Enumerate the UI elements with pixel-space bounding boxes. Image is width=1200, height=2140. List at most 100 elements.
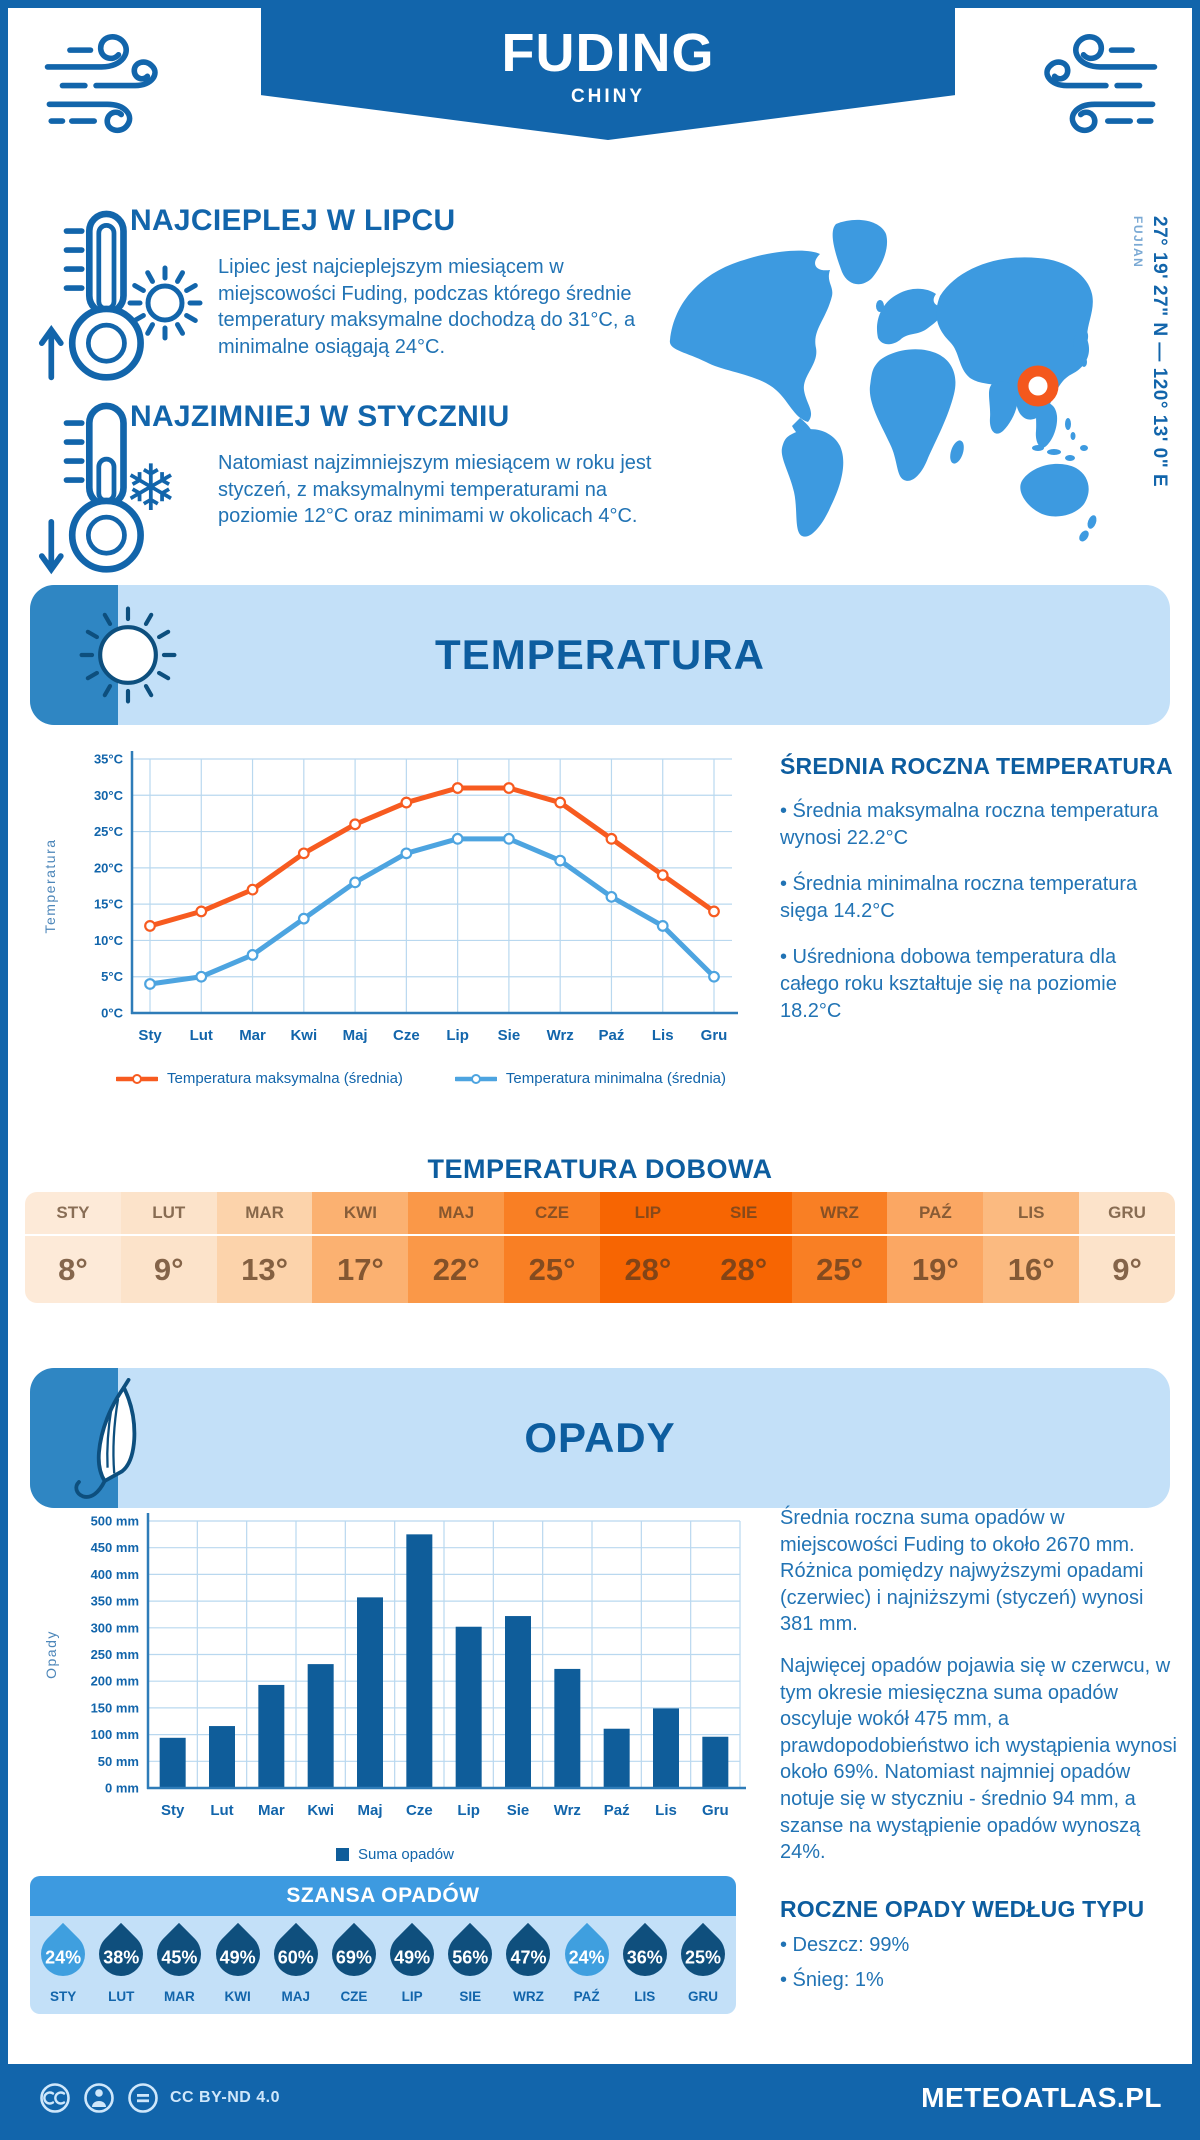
svg-text:Kwi: Kwi bbox=[307, 1802, 334, 1819]
daily-temperature-heading: TEMPERATURA DOBOWA bbox=[427, 1154, 773, 1184]
month-label: MAR bbox=[216, 1192, 313, 1236]
chance-month-column: 45% MAR bbox=[148, 1920, 211, 2004]
daily-temperature-value: 19° bbox=[911, 1252, 959, 1287]
month-label: WRZ bbox=[791, 1192, 888, 1236]
raindrop-icon: 56% bbox=[439, 1920, 502, 1988]
month-label: CZE bbox=[340, 1989, 368, 2004]
svg-text:Maj: Maj bbox=[343, 1027, 368, 1044]
chance-month-column: 24% STY bbox=[31, 1920, 95, 2004]
month-label: MAJ bbox=[281, 1989, 311, 2004]
svg-text:Lip: Lip bbox=[446, 1027, 469, 1044]
chance-of-precipitation-heading: SZANSA OPADÓW bbox=[30, 1876, 736, 1916]
temperature-chart: 0°C 5°C 10°C 15°C 20°C 25°C 30°C 35°C Sty Lut Mar K… bbox=[42, 751, 738, 1044]
svg-text:Gru: Gru bbox=[702, 1802, 729, 1819]
raindrop-icon: 25% bbox=[671, 1920, 735, 1988]
svg-text:Opady: Opady bbox=[43, 1630, 59, 1679]
svg-text:Mar: Mar bbox=[239, 1027, 266, 1044]
precipitation-summary-1: Średnia roczna suma opadów w miejscowośc… bbox=[780, 1507, 1144, 1636]
daily-temperature-column: CZE 25° bbox=[504, 1192, 600, 1303]
raindrop-icon: 69% bbox=[322, 1920, 386, 1988]
svg-text:Cze: Cze bbox=[393, 1027, 420, 1044]
raindrop-icon: 49% bbox=[380, 1920, 444, 1988]
chance-month-column: 56% SIE bbox=[439, 1920, 502, 2004]
coldest-text: Natomiast najzimniejszym miesiącem w rok… bbox=[218, 452, 652, 528]
daily-temperature-column: LUT 9° bbox=[120, 1192, 217, 1303]
month-label: SIE bbox=[695, 1192, 792, 1236]
annual-bullet: • Średnia maksymalna roczna temperatura … bbox=[780, 800, 1159, 849]
svg-text:250 mm: 250 mm bbox=[91, 1647, 139, 1662]
month-label: PAŹ bbox=[887, 1192, 984, 1236]
month-label: LIP bbox=[401, 1989, 423, 2004]
daily-temperature-column: WRZ 25° bbox=[791, 1192, 888, 1303]
month-label: CZE bbox=[504, 1192, 600, 1236]
annual-bullet: • Uśredniona dobowa temperatura dla całe… bbox=[780, 946, 1117, 1022]
daily-temperature-column: PAŹ 19° bbox=[887, 1192, 984, 1303]
raindrop-icon: 49% bbox=[206, 1920, 269, 1988]
daily-temperature-value: 9° bbox=[1112, 1252, 1142, 1287]
chance-value: 49% bbox=[394, 1947, 431, 1968]
cc-by-icon bbox=[84, 2083, 114, 2113]
daily-temperature-value: 25° bbox=[816, 1252, 863, 1287]
month-label: MAJ bbox=[408, 1192, 505, 1236]
month-label: STY bbox=[25, 1192, 121, 1236]
daily-temperature-table: STY 8° LUT 9° MAR 13° KWI 17° MAJ 22° CZE 25° LIP 28°… bbox=[25, 1192, 1175, 1303]
precipitation-legend: Suma opadów bbox=[40, 1846, 750, 1863]
chance-month-column: 47% WRZ bbox=[497, 1920, 560, 2004]
raindrop-icon: 24% bbox=[555, 1920, 618, 1988]
svg-text:Paź: Paź bbox=[604, 1802, 630, 1819]
cc-icon bbox=[40, 2083, 70, 2113]
warmest-heading: NAJCIEPLEJ W LIPCU bbox=[130, 204, 456, 237]
raindrop-icon: 36% bbox=[613, 1920, 676, 1988]
chance-value: 60% bbox=[277, 1947, 314, 1968]
wind-icon bbox=[1044, 34, 1158, 134]
chance-value: 24% bbox=[568, 1947, 605, 1968]
temperature-legend: Temperatura maksymalna (średnia) Temperat… bbox=[116, 1070, 726, 1087]
location-marker-icon bbox=[1017, 365, 1059, 407]
daily-temperature-column: LIS 16° bbox=[983, 1192, 1080, 1303]
svg-text:Paź: Paź bbox=[599, 1027, 625, 1044]
daily-temperature-value: 8° bbox=[58, 1252, 88, 1287]
svg-text:Lis: Lis bbox=[655, 1802, 677, 1819]
daily-temperature-column: LIP 28° bbox=[599, 1192, 696, 1303]
wind-icon bbox=[44, 34, 158, 134]
region-label: FUJIAN bbox=[1131, 216, 1145, 269]
svg-text:35°C: 35°C bbox=[94, 752, 124, 767]
legend-marker-icon bbox=[454, 1073, 497, 1084]
month-label: STY bbox=[49, 1989, 77, 2004]
warmest-text: Lipiec jest najcieplejszym miesiącem w m… bbox=[218, 256, 636, 358]
svg-text:400 mm: 400 mm bbox=[91, 1567, 139, 1582]
thermometer-warm-icon bbox=[38, 210, 144, 381]
footer: CC BY-ND 4.0 METEOATLAS.PL bbox=[8, 2064, 1192, 2132]
precipitation-by-type-heading: ROCZNE OPADY WEDŁUG TYPU bbox=[780, 1896, 1145, 1922]
daily-temperature-column: STY 8° bbox=[25, 1192, 121, 1303]
svg-text:Kwi: Kwi bbox=[290, 1027, 317, 1044]
svg-text:0°C: 0°C bbox=[101, 1006, 123, 1021]
sun-banner-icon bbox=[79, 606, 177, 704]
snow-share: • Śnieg: 1% bbox=[780, 1968, 884, 1991]
chance-value: 24% bbox=[45, 1947, 82, 1968]
svg-text:Wrz: Wrz bbox=[554, 1802, 581, 1819]
annual-bullet: • Średnia minimalna roczna temperatura s… bbox=[780, 873, 1138, 922]
svg-text:Wrz: Wrz bbox=[547, 1027, 574, 1044]
svg-text:Temperatura: Temperatura bbox=[42, 838, 58, 933]
header-banner: FUDING CHINY bbox=[261, 8, 955, 140]
precipitation-chart: 0 mm 50 mm 100 mm 150 mm 200 mm 250 mm 300 mm 3… bbox=[43, 1513, 746, 1819]
svg-text:15°C: 15°C bbox=[94, 897, 124, 912]
rain-share: • Deszcz: 99% bbox=[780, 1934, 910, 1956]
svg-text:0 mm: 0 mm bbox=[105, 1781, 139, 1796]
daily-temperature-column: GRU 9° bbox=[1079, 1192, 1175, 1303]
svg-text:30°C: 30°C bbox=[94, 788, 124, 803]
map-coordinates: 27° 19' 27" N — 120° 13' 0" E FUJIAN bbox=[1131, 216, 1170, 487]
month-label: LUT bbox=[120, 1192, 217, 1236]
month-label: WRZ bbox=[513, 1989, 544, 2004]
umbrella-icon bbox=[74, 1378, 137, 1499]
coordinates-text: 27° 19' 27" N — 120° 13' 0" E bbox=[1149, 216, 1170, 488]
svg-text:450 mm: 450 mm bbox=[91, 1540, 139, 1555]
chance-of-precipitation-body: 24% STY 38% LUT 45% MAR 49% KWI 60% MAJ 69% CZE 49% L… bbox=[30, 1916, 736, 2014]
svg-text:20°C: 20°C bbox=[94, 860, 124, 875]
month-label: SIE bbox=[459, 1989, 482, 2004]
daily-temperature-column: KWI 17° bbox=[312, 1192, 409, 1303]
svg-text:10°C: 10°C bbox=[94, 933, 124, 948]
brand-label: METEOATLAS.PL bbox=[921, 2082, 1162, 2113]
